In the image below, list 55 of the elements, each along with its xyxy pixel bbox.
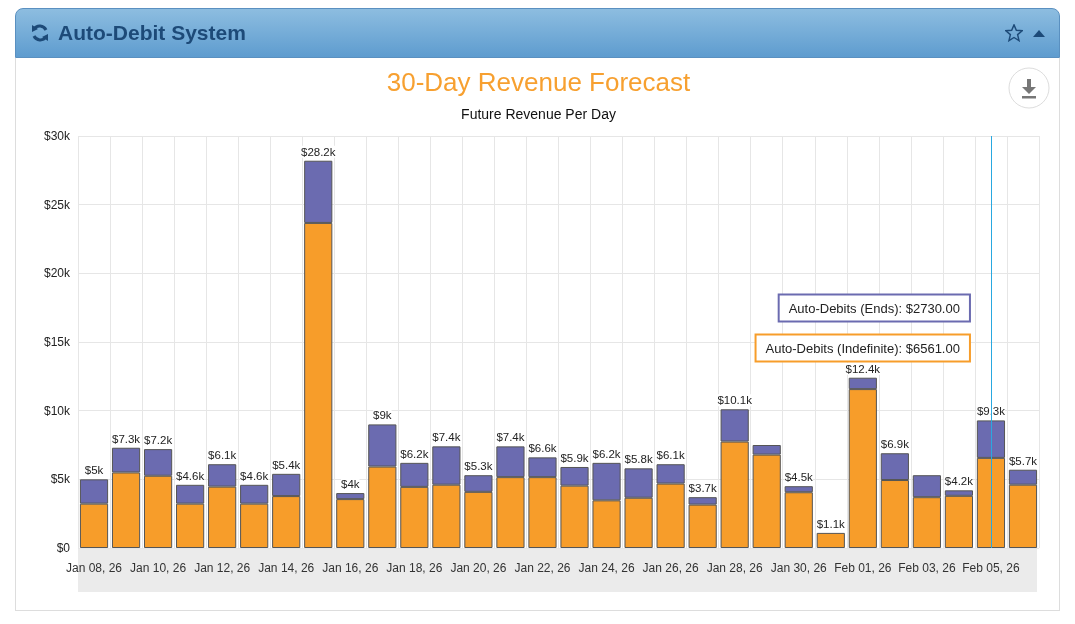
x-tick-label: Jan 26, 26 [642, 561, 699, 575]
annotation: Auto-Debits (Ends): $2730.00 [788, 300, 960, 316]
text: Auto-Debit System [58, 21, 246, 45]
total-label: $1.1k [816, 517, 846, 530]
y-tick-label: $10k [43, 403, 71, 418]
total-label: $4.6k [240, 469, 269, 482]
chart-title: 30-Day Revenue Forecast [386, 67, 692, 97]
x-tick-label: Feb 03, 26 [898, 561, 956, 575]
x-tick-label: Jan 16, 26 [322, 561, 379, 575]
total-label: $7.4k [496, 431, 525, 444]
x-tick-label: Jan 24, 26 [578, 561, 635, 575]
x-tick-label: Feb 05, 26 [962, 561, 1020, 575]
total-label: $5.8k [624, 453, 653, 466]
total-label: $5.4k [272, 458, 301, 471]
total-label: $6.1k [656, 449, 685, 462]
annotation: Auto-Debits (Indefinite): $6561.00 [765, 340, 960, 356]
total-label: $5.3k [464, 460, 493, 473]
total-label: $7.3k [111, 432, 141, 445]
x-tick-label: Jan 20, 26 [450, 561, 507, 575]
total-label: $12.4k [845, 362, 881, 375]
total-label: $3.7k [688, 482, 717, 495]
total-label: $6.9k [880, 438, 910, 451]
x-tick-label: Jan 28, 26 [706, 561, 764, 575]
y-tick-label: $0 [56, 541, 71, 555]
y-tick-label: $15k [43, 335, 71, 349]
total-label: $28.2k [300, 145, 336, 158]
bar [816, 532, 845, 548]
total-label: $6.2k [592, 447, 621, 460]
total-label: $6.1k [208, 449, 237, 462]
x-tick-label: Jan 08, 26 [65, 561, 123, 575]
x-tick-label: Jan 10, 26 [130, 561, 187, 575]
total-label: $4.5k [784, 471, 814, 484]
total-label: $4.2k [944, 475, 974, 488]
total-label: $10.1k [717, 394, 753, 407]
total-label: $5k [84, 464, 104, 477]
chart-subtitle: Future Revenue Per Day [461, 106, 616, 122]
x-tick-label: Jan 14, 26 [258, 561, 315, 575]
total-label: $5.7k [1008, 454, 1038, 467]
total-label: $5.9k [560, 451, 589, 464]
x-tick-label: Jan 12, 26 [194, 561, 251, 575]
total-label: $9k [373, 409, 392, 422]
total-label: $4k [341, 478, 360, 491]
y-tick-label: $5k [50, 472, 71, 487]
y-tick-label: $25k [43, 197, 71, 212]
total-label: $7.4k [432, 431, 461, 444]
x-tick-label: Jan 18, 26 [386, 561, 443, 575]
total-label: $6.6k [528, 442, 557, 455]
total-label: $4.6k [176, 469, 205, 482]
y-tick-label: $30k [43, 129, 71, 143]
x-tick-label: Feb 01, 26 [834, 561, 892, 575]
total-label: $7.2k [144, 434, 173, 447]
x-tick-label: Jan 22, 26 [514, 561, 571, 575]
y-tick-label: $20k [43, 266, 71, 281]
x-tick-label: Jan 30, 26 [770, 561, 828, 575]
total-label: $6.2k [400, 447, 429, 460]
